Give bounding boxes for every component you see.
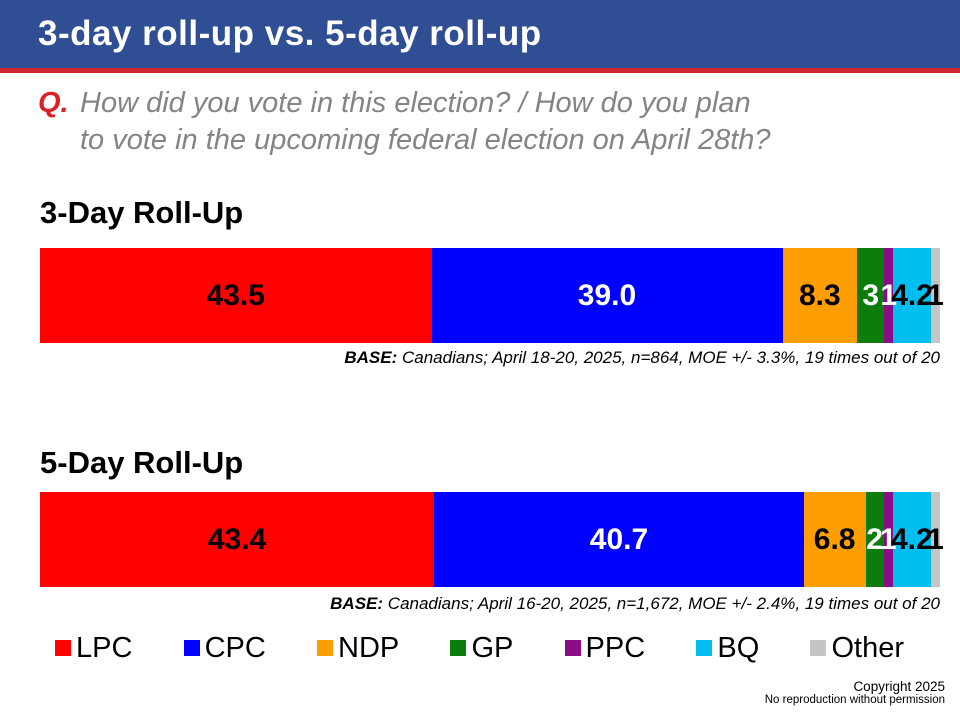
segment-value-label: 43.5 (206, 278, 265, 312)
segment-value-label: 1 (879, 522, 897, 556)
legend-label: PPC (585, 631, 646, 664)
slide-header: 3-day roll-up vs. 5-day roll-up (0, 0, 960, 68)
bar-segment-cpc: 39.0 (431, 248, 783, 343)
legend-label: BQ (717, 631, 760, 664)
segment-value-label: 39.0 (577, 278, 637, 312)
bar-segment-gp: 3 (857, 248, 885, 343)
legend-label: NDP (338, 631, 400, 664)
legend-item-ndp: NDP (317, 632, 399, 665)
chart-title-3day: 3-Day Roll-Up (40, 195, 244, 230)
question-text: How did you vote in this election? / How… (80, 85, 771, 159)
bar-segment-gp: 2 (865, 492, 884, 587)
base-label: BASE: (330, 594, 384, 613)
stacked-bar-3day: 43.5 39.0 8.3 3 1 4.2 1 (40, 248, 944, 343)
legend-item-lpc: LPC (55, 632, 132, 665)
legend-item-cpc: CPC (183, 631, 266, 665)
legend-swatch-icon (317, 640, 334, 656)
bar-segment-cpc: 40.7 (434, 492, 804, 587)
segment-value-label: 3 (862, 278, 880, 312)
base-note-3day: BASE: Canadians; April 18-20, 2025, n=86… (40, 347, 940, 369)
legend-swatch-icon (183, 640, 200, 656)
legend-item-gp: GP (450, 632, 513, 665)
legend-label: LPC (76, 631, 133, 664)
question-block: Q. How did you vote in this election? / … (38, 85, 940, 159)
page-title: 3-day roll-up vs. 5-day roll-up (38, 14, 542, 53)
base-text: Canadians; April 16-20, 2025, n=1,672, M… (383, 594, 940, 613)
segment-value-label: 8.3 (798, 278, 841, 312)
bar-segment-ndp: 6.8 (803, 492, 866, 587)
segment-value-label: 2 (866, 522, 883, 556)
no-reproduction-line: No reproduction without permission (764, 694, 945, 706)
legend-label: CPC (204, 631, 266, 664)
question-line-2: to vote in the upcoming federal election… (80, 124, 771, 156)
chart-5day: 5-Day Roll-Up 43.4 40.7 6.8 2 1 4.2 1 BASE: Ca… (0, 443, 960, 615)
header-divider (0, 68, 960, 73)
bar-segment-other: 1 (927, 492, 944, 587)
copyright-block: Copyright 2025 No reproduction without p… (0, 679, 945, 707)
legend-label: GP (471, 631, 514, 664)
question-line-1: How did you vote in this election? / How… (80, 87, 751, 119)
bar-segment-lpc: 43.4 (40, 492, 435, 587)
segment-value-label: 4.2 (891, 278, 933, 312)
base-note-5day: BASE: Canadians; April 16-20, 2025, n=1,… (40, 593, 940, 615)
segment-value-label: 43.4 (207, 522, 267, 556)
segment-value-label: 1 (880, 278, 898, 312)
legend-item-bq: BQ (696, 632, 759, 665)
legend-item-ppc: PPC (564, 631, 646, 665)
bar-segment-bq: 4.2 (891, 248, 933, 343)
question-prefix: Q. (38, 87, 69, 119)
copyright-line: Copyright 2025 (853, 679, 945, 694)
legend-swatch-icon (450, 640, 467, 656)
segment-value-label: 1 (927, 278, 944, 312)
base-label: BASE: (344, 348, 398, 367)
bar-segment-ppc: 1 (880, 248, 897, 343)
segment-value-label: 6.8 (813, 522, 856, 556)
chart-3day: 3-Day Roll-Up 43.5 39.0 8.3 3 1 4.2 1 BASE: Ca… (0, 193, 960, 369)
legend-swatch-icon (55, 640, 71, 656)
legend-item-other: Other (810, 632, 904, 665)
bar-segment-bq: 4.2 (890, 492, 933, 587)
bar-segment-ndp: 8.3 (782, 248, 858, 343)
legend: LPC CPC NDP GP PPC BQ Other (55, 631, 904, 665)
chart-title-5day: 5-Day Roll-Up (40, 445, 244, 480)
bar-segment-ppc: 1 (880, 492, 897, 587)
stacked-bar-5day: 43.4 40.7 6.8 2 1 4.2 1 (40, 492, 944, 587)
base-text: Canadians; April 18-20, 2025, n=864, MOE… (397, 348, 940, 367)
legend-swatch-icon (564, 640, 581, 656)
legend-swatch-icon (810, 640, 827, 656)
bar-segment-lpc: 43.5 (40, 248, 432, 343)
bar-segment-other: 1 (927, 248, 944, 343)
segment-value-label: 1 (927, 522, 944, 556)
legend-swatch-icon (696, 640, 713, 656)
segment-value-label: 40.7 (589, 522, 649, 556)
segment-value-label: 4.2 (890, 522, 933, 556)
legend-label: Other (831, 631, 904, 664)
